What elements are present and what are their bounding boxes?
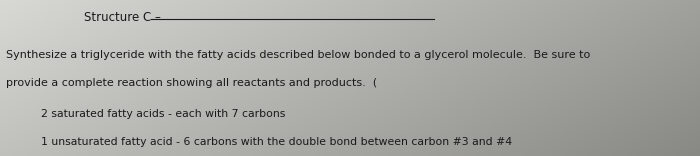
Text: 1 unsaturated fatty acid - 6 carbons with the double bond between carbon #3 and : 1 unsaturated fatty acid - 6 carbons wit…: [41, 137, 512, 147]
Text: Structure C –: Structure C –: [84, 11, 161, 24]
Text: Synthesize a triglyceride with the fatty acids described below bonded to a glyce: Synthesize a triglyceride with the fatty…: [6, 50, 590, 60]
Text: provide a complete reaction showing all reactants and products.  (: provide a complete reaction showing all …: [6, 78, 377, 88]
Text: 2 saturated fatty acids - each with 7 carbons: 2 saturated fatty acids - each with 7 ca…: [41, 109, 285, 119]
